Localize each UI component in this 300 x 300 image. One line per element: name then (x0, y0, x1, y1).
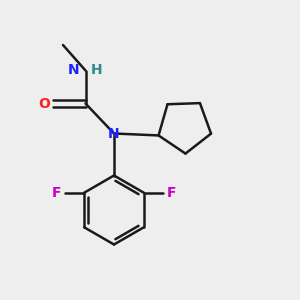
Text: F: F (52, 186, 61, 200)
Text: O: O (38, 97, 50, 110)
Text: F: F (167, 186, 176, 200)
Text: H: H (91, 64, 103, 77)
Text: N: N (67, 64, 79, 77)
Text: N: N (108, 127, 120, 140)
